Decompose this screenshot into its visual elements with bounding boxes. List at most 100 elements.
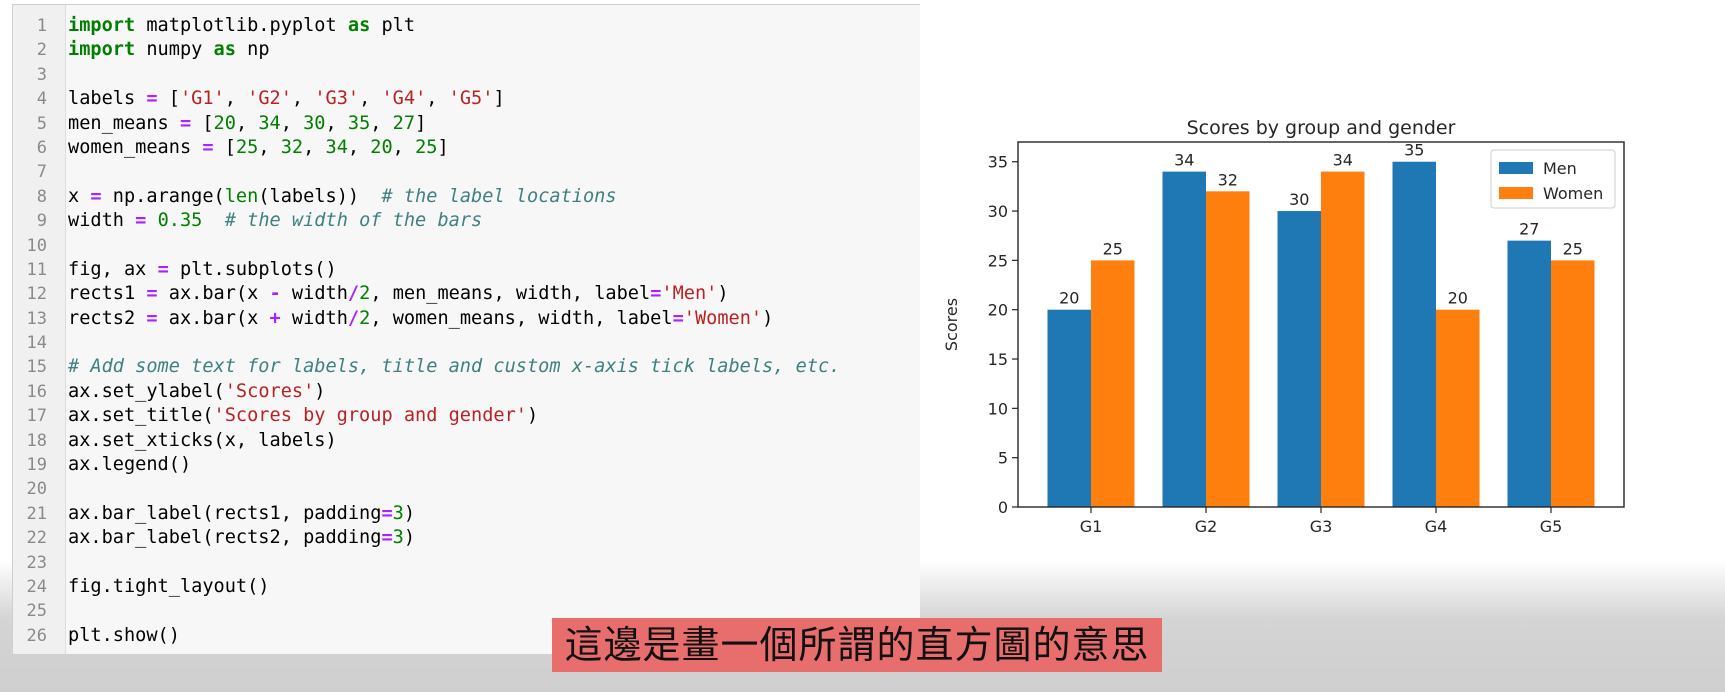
code-line[interactable]: 15 # Add some text for labels, title and … xyxy=(13,355,920,379)
code-line[interactable]: 20 xyxy=(13,477,920,501)
code-token: ] xyxy=(415,112,427,134)
x-tick-label: G3 xyxy=(1310,517,1333,536)
code-line[interactable]: 19 ax.legend() xyxy=(13,453,920,477)
code-line[interactable]: 21 ax.bar_label(rects1, padding=3) xyxy=(13,502,920,526)
y-tick-label: 25 xyxy=(988,251,1008,270)
code-line[interactable]: 14 xyxy=(13,331,920,355)
y-tick-label: 20 xyxy=(988,301,1008,320)
code-token: 32 xyxy=(280,136,304,158)
code-token: [ xyxy=(191,112,214,134)
code-line[interactable]: 5 men_means = [20, 34, 30, 35, 27] xyxy=(13,112,920,136)
code-line[interactable]: 23 xyxy=(13,551,920,575)
line-number: 3 xyxy=(36,64,47,85)
code-text: ax.bar_label(rects2, padding=3) xyxy=(68,526,415,550)
code-line[interactable]: 11 fig, ax = plt.subplots() xyxy=(13,258,920,282)
code-editor[interactable]: 1 import matplotlib.pyplot as plt 2 import … xyxy=(13,14,920,648)
code-token: - xyxy=(269,283,281,305)
code-text: plt.show() xyxy=(68,624,180,648)
y-tick-label: 35 xyxy=(988,153,1008,172)
code-line[interactable]: 12 rects1 = ax.bar(x - width/2, men_means… xyxy=(13,282,920,306)
code-token: width xyxy=(280,283,348,305)
code-token: men_means xyxy=(68,112,180,134)
code-line[interactable]: 17 ax.set_title('Scores by group and gend… xyxy=(13,404,920,428)
code-line[interactable]: 9 width = 0.35 # the width of the bars xyxy=(13,209,920,233)
legend-swatch-women xyxy=(1499,187,1533,199)
code-token: as xyxy=(347,15,371,36)
code-token: 30 xyxy=(303,112,326,134)
y-tick-label: 5 xyxy=(998,449,1008,468)
code-token: ) xyxy=(403,527,416,549)
bar-men-g3 xyxy=(1277,211,1321,507)
x-tick-label: G4 xyxy=(1425,517,1448,536)
code-token: 25 xyxy=(415,136,438,158)
code-token: width xyxy=(68,210,136,232)
code-text: import matplotlib.pyplot as plt xyxy=(68,14,415,38)
line-number: 13 xyxy=(26,308,47,329)
code-token: = xyxy=(146,88,158,110)
x-tick-label: G5 xyxy=(1540,517,1563,536)
bar-value-label: 20 xyxy=(1059,289,1079,308)
y-tick-label: 30 xyxy=(988,202,1008,221)
code-line[interactable]: 26 plt.show() xyxy=(13,624,920,648)
code-token: 'G3' xyxy=(314,88,360,110)
code-cell[interactable]: 1 import matplotlib.pyplot as plt 2 import … xyxy=(12,4,920,655)
code-token: plt xyxy=(370,15,416,36)
code-token: , xyxy=(291,88,315,110)
code-token: + xyxy=(269,307,281,329)
code-text: import numpy as np xyxy=(68,38,270,62)
code-line[interactable]: 13 rects2 = ax.bar(x + width/2, women_mea… xyxy=(13,307,920,331)
code-token xyxy=(202,210,224,231)
code-token: , xyxy=(347,136,371,158)
code-token: , xyxy=(235,112,259,134)
code-token: 'G5' xyxy=(448,88,494,110)
line-number: 9 xyxy=(36,211,47,232)
code-token: , men_means, width, label xyxy=(370,283,651,305)
code-token: 25 xyxy=(235,136,259,158)
code-token: , xyxy=(258,136,281,158)
code-line[interactable]: 22 ax.bar_label(rects2, padding=3) xyxy=(13,526,920,550)
code-token: ) xyxy=(717,283,729,305)
code-token: # Add some text for labels, title and cu… xyxy=(68,356,841,378)
line-number: 24 xyxy=(26,576,47,597)
code-token: ) xyxy=(314,380,326,402)
code-line[interactable]: 1 import matplotlib.pyplot as plt xyxy=(13,14,920,38)
code-token: np.arange( xyxy=(101,185,225,207)
code-token: matplotlib.pyplot xyxy=(135,15,348,36)
code-line[interactable]: 16 ax.set_ylabel('Scores') xyxy=(13,380,920,404)
code-line[interactable]: 6 women_means = [25, 32, 34, 20, 25] xyxy=(13,136,920,160)
bar-value-label: 34 xyxy=(1333,151,1353,170)
code-line[interactable]: 25 xyxy=(13,599,920,623)
code-line[interactable]: 10 xyxy=(13,234,920,258)
code-line[interactable]: 4 labels = ['G1', 'G2', 'G3', 'G4', 'G5'] xyxy=(13,87,920,111)
code-token: , xyxy=(370,112,393,134)
code-token: , xyxy=(426,88,449,110)
code-line[interactable]: 3 xyxy=(13,63,920,87)
code-text: ax.set_ylabel('Scores') xyxy=(68,380,326,404)
code-text: fig.tight_layout() xyxy=(68,575,270,599)
code-token: ax.bar(x xyxy=(157,307,270,329)
code-token: , xyxy=(325,112,348,134)
code-line[interactable]: 2 import numpy as np xyxy=(13,38,920,62)
code-token: 34 xyxy=(258,112,281,134)
code-token: numpy xyxy=(135,39,214,61)
code-line[interactable]: 18 ax.set_xticks(x, labels) xyxy=(13,429,920,453)
bar-value-label: 25 xyxy=(1563,239,1583,258)
line-number: 4 xyxy=(36,89,47,110)
code-token xyxy=(146,210,157,231)
code-token: ax.set_ylabel( xyxy=(68,380,225,402)
code-token: np xyxy=(235,39,270,61)
code-token: , xyxy=(392,136,416,158)
bar-chart: Scores by group and gender Scores 20 34 30 35… xyxy=(942,120,1625,536)
code-token: 3 xyxy=(392,502,404,524)
code-token: 'Scores' xyxy=(224,380,315,402)
code-line[interactable]: 7 xyxy=(13,160,920,184)
code-text: # Add some text for labels, title and cu… xyxy=(68,355,840,379)
y-tick-label: 0 xyxy=(998,498,1008,517)
line-number: 17 xyxy=(26,406,47,427)
code-token: = xyxy=(146,283,158,305)
code-token: 3 xyxy=(392,527,404,549)
bar-value-label: 27 xyxy=(1519,220,1539,239)
code-token: 27 xyxy=(392,112,416,134)
code-line[interactable]: 24 fig.tight_layout() xyxy=(13,575,920,599)
